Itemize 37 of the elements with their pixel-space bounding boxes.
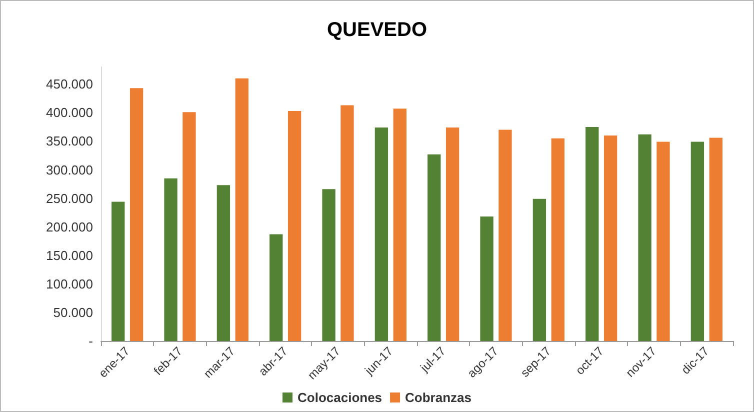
y-tick-label: 50.000	[53, 304, 93, 320]
bar	[322, 189, 336, 341]
chart-title: QUEVEDO	[326, 19, 428, 41]
y-tick-label: 350.000	[46, 134, 93, 149]
y-tick-label: 250.000	[46, 190, 93, 206]
bar	[551, 138, 564, 341]
bar	[690, 142, 704, 341]
bar	[480, 216, 494, 341]
bar	[340, 105, 354, 341]
bar	[709, 138, 722, 341]
y-tick-label: 400.000	[46, 105, 93, 120]
bar	[656, 142, 670, 341]
bar	[638, 134, 652, 341]
bar	[604, 136, 618, 341]
bar	[164, 178, 178, 341]
bar	[288, 110, 302, 341]
y-tick-label: 200.000	[46, 219, 93, 234]
y-tick-label: 100.000	[46, 276, 93, 292]
y-tick-label: -	[88, 334, 93, 348]
y-tick-label: 300.000	[46, 162, 93, 178]
bar	[428, 154, 441, 341]
bar	[393, 108, 406, 341]
bar	[532, 198, 546, 341]
y-tick-label: 450.000	[46, 76, 93, 92]
legend-label: Cobranzas	[405, 390, 472, 405]
bar	[498, 130, 512, 341]
bar	[446, 128, 460, 341]
legend-label: Colocaciones	[298, 390, 382, 405]
bar	[182, 112, 196, 341]
bar	[216, 185, 230, 341]
bar	[235, 78, 248, 341]
bar	[586, 126, 599, 341]
y-tick-label: 150.000	[46, 248, 93, 263]
bar	[374, 128, 388, 341]
bar	[130, 88, 144, 341]
bar	[270, 234, 283, 341]
bar	[112, 202, 125, 341]
